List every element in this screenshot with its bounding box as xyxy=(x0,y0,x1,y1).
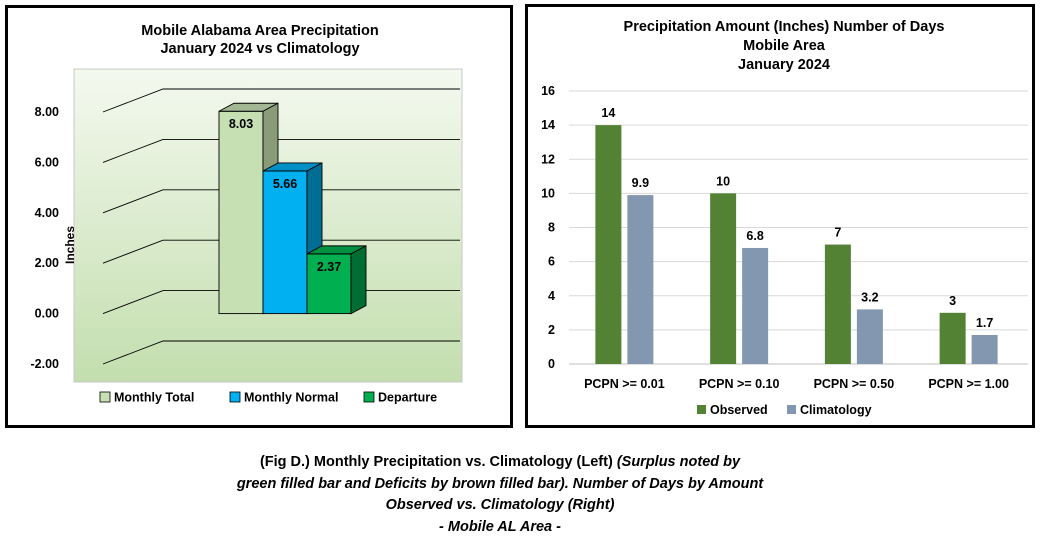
data-label-observed: 3 xyxy=(949,294,956,308)
bar-climatology xyxy=(856,309,883,364)
bar-observed xyxy=(710,193,737,364)
legend-swatch xyxy=(363,391,375,403)
legend-label: Monthly Total xyxy=(114,391,194,405)
legend-swatch xyxy=(99,391,111,403)
y-tick-label: 6 xyxy=(548,255,555,269)
legend-item: Departure xyxy=(363,391,437,405)
bar-front xyxy=(218,110,264,315)
data-label-observed: 10 xyxy=(716,174,730,188)
bar-climatology xyxy=(742,247,769,364)
y-tick-label: 12 xyxy=(541,152,555,166)
bar-departure: 2.37 xyxy=(306,245,367,315)
legend-item: Climatology xyxy=(787,403,872,417)
legend-swatch xyxy=(697,405,706,414)
bar-front xyxy=(262,170,308,315)
y-tick-label: 8.00 xyxy=(35,105,59,119)
grid-line xyxy=(102,340,460,365)
data-label-climatology: 9.9 xyxy=(632,176,649,190)
y-tick-label: 10 xyxy=(541,186,555,200)
data-label-climatology: 1.7 xyxy=(976,316,993,330)
legend-item: Monthly Total xyxy=(99,391,194,405)
chart-title-line-1: Precipitation Amount (Inches) Number of … xyxy=(624,19,945,35)
y-tick-label: 16 xyxy=(541,84,555,98)
data-label-observed: 14 xyxy=(601,106,615,120)
y-tick-label: 8 xyxy=(548,221,555,235)
chart-title-line-3: January 2024 xyxy=(738,57,830,73)
grid-line xyxy=(102,239,460,264)
y-tick-label: 0.00 xyxy=(35,307,59,321)
caption-line-1-italic: (Surplus noted by xyxy=(616,454,741,470)
y-tick-label: 0 xyxy=(548,357,555,371)
caption-line-1: (Fig D.) Monthly Precipitation vs. Clima… xyxy=(259,454,617,470)
y-tick-label: 2.00 xyxy=(35,256,59,270)
caption-line-2: green filled bar and Deficits by brown f… xyxy=(236,475,764,492)
legend-swatch xyxy=(787,405,796,414)
grid-line xyxy=(102,189,460,214)
grid-line xyxy=(102,88,460,113)
y-axis-label: Inches xyxy=(63,226,77,264)
right-chart-panel: Precipitation Amount (Inches) Number of … xyxy=(525,4,1035,428)
legend-item: Observed xyxy=(697,403,768,417)
legend-label: Observed xyxy=(710,403,768,417)
legend-label: Departure xyxy=(378,391,437,405)
bar-side xyxy=(350,245,367,315)
figure-caption: (Fig D.) Monthly Precipitation vs. Clima… xyxy=(0,452,1000,538)
caption-line-3: Observed vs. Climatology (Right) xyxy=(385,497,615,513)
chart-title-line-1: Mobile Alabama Area Precipitation xyxy=(141,23,378,39)
data-label-climatology: 6.8 xyxy=(746,229,763,243)
legend-swatch xyxy=(229,391,241,403)
y-tick-label: 14 xyxy=(541,118,555,132)
y-tick-label: -2.00 xyxy=(31,357,60,371)
x-tick-label: PCPN >= 1.00 xyxy=(928,377,1009,391)
chart-title-line-2: Mobile Area xyxy=(743,38,826,54)
caption-line-4: - Mobile AL Area - xyxy=(439,518,561,535)
legend-item: Monthly Normal xyxy=(229,391,338,405)
data-label: 2.37 xyxy=(317,260,341,274)
y-tick-label: 4.00 xyxy=(35,206,59,220)
x-tick-label: PCPN >= 0.10 xyxy=(699,377,780,391)
days-by-amount-bar-chart: Precipitation Amount (Inches) Number of … xyxy=(541,19,1028,417)
y-tick-label: 6.00 xyxy=(35,155,59,169)
data-label-observed: 7 xyxy=(834,226,841,240)
data-label: 8.03 xyxy=(229,117,253,131)
bar-climatology xyxy=(971,334,998,364)
x-tick-label: PCPN >= 0.50 xyxy=(814,377,895,391)
y-tick-label: 4 xyxy=(548,289,555,303)
bar-observed xyxy=(595,125,622,364)
data-label: 5.66 xyxy=(273,177,297,191)
chart-title-line-2: January 2024 vs Climatology xyxy=(160,41,359,57)
bar-observed xyxy=(824,244,851,364)
data-label-climatology: 3.2 xyxy=(861,290,878,304)
x-tick-label: PCPN >= 0.01 xyxy=(584,377,665,391)
legend-label: Climatology xyxy=(800,403,872,417)
bar-climatology xyxy=(627,195,654,364)
legend-label: Monthly Normal xyxy=(244,391,338,405)
y-tick-label: 2 xyxy=(548,323,555,337)
left-chart-panel: Mobile Alabama Area Precipitation Januar… xyxy=(5,5,513,428)
grid-line xyxy=(102,138,460,163)
precipitation-3d-bar-chart: Mobile Alabama Area Precipitation Januar… xyxy=(31,23,463,405)
bar-observed xyxy=(939,312,966,364)
